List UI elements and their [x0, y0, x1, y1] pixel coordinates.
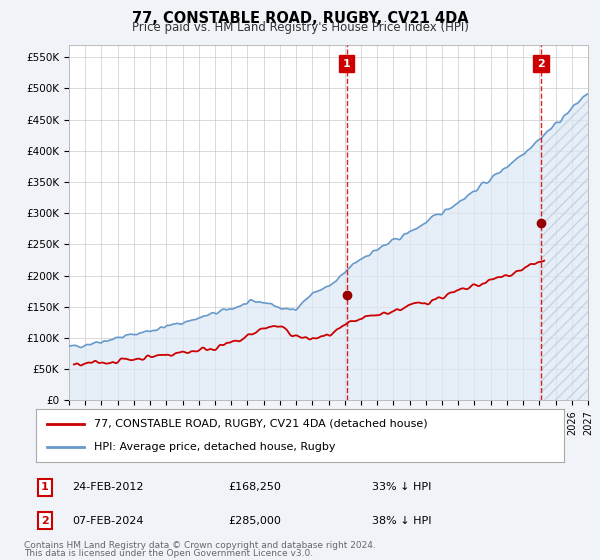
Text: HPI: Average price, detached house, Rugby: HPI: Average price, detached house, Rugb… [94, 442, 335, 452]
Text: 07-FEB-2024: 07-FEB-2024 [72, 516, 143, 526]
Text: 1: 1 [41, 482, 49, 492]
Text: 24-FEB-2012: 24-FEB-2012 [72, 482, 143, 492]
Text: 2: 2 [41, 516, 49, 526]
Text: 2: 2 [537, 58, 545, 68]
Text: Contains HM Land Registry data © Crown copyright and database right 2024.: Contains HM Land Registry data © Crown c… [24, 541, 376, 550]
Text: £168,250: £168,250 [228, 482, 281, 492]
Text: 77, CONSTABLE ROAD, RUGBY, CV21 4DA (detached house): 77, CONSTABLE ROAD, RUGBY, CV21 4DA (det… [94, 419, 428, 429]
Text: 33% ↓ HPI: 33% ↓ HPI [372, 482, 431, 492]
Text: £285,000: £285,000 [228, 516, 281, 526]
Text: 38% ↓ HPI: 38% ↓ HPI [372, 516, 431, 526]
Text: Price paid vs. HM Land Registry's House Price Index (HPI): Price paid vs. HM Land Registry's House … [131, 21, 469, 34]
Text: 1: 1 [343, 58, 350, 68]
Text: This data is licensed under the Open Government Licence v3.0.: This data is licensed under the Open Gov… [24, 549, 313, 558]
Text: 77, CONSTABLE ROAD, RUGBY, CV21 4DA: 77, CONSTABLE ROAD, RUGBY, CV21 4DA [131, 11, 469, 26]
